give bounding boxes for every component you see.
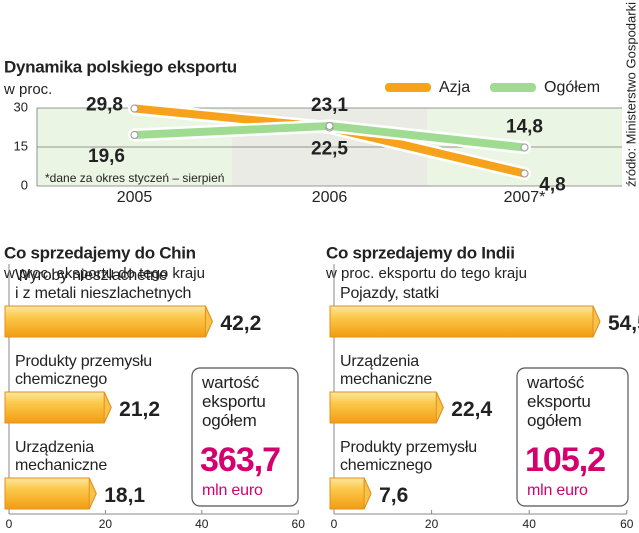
legend-label: Ogółem bbox=[544, 79, 600, 96]
bar bbox=[329, 391, 444, 424]
data-label: 14,8 bbox=[506, 117, 543, 138]
data-label: 22,5 bbox=[311, 139, 348, 160]
x-tick-label: 2005 bbox=[117, 189, 153, 206]
category-label: Pojazdy, statki bbox=[340, 285, 439, 302]
data-label: 18,1 bbox=[104, 484, 145, 507]
bar bbox=[329, 305, 601, 338]
bar-bevel bbox=[103, 391, 112, 424]
x-tick-label: 20 bbox=[425, 517, 439, 531]
data-label: 21,2 bbox=[119, 398, 160, 421]
data-label: 19,6 bbox=[88, 146, 125, 167]
data-label: 7,6 bbox=[379, 484, 408, 507]
annotation-value: 363,7 bbox=[200, 441, 281, 479]
annotation-label: wartość eksportu ogółem bbox=[527, 373, 591, 430]
category-label: Urządzenia mechaniczne bbox=[340, 353, 433, 388]
point bbox=[130, 104, 139, 113]
y-tick-label: 15 bbox=[14, 138, 28, 153]
annotation-box bbox=[191, 367, 299, 507]
chart-title: Co sprzedajemy do Chin bbox=[4, 243, 196, 262]
y-tick-label: 0 bbox=[21, 177, 28, 192]
bar-bevel bbox=[204, 305, 213, 338]
data-label: 54,5 bbox=[608, 312, 639, 335]
point bbox=[130, 131, 139, 140]
chart-title: Co sprzedajemy do Indii bbox=[326, 243, 515, 262]
note: *dane za okres styczeń – sierpień bbox=[45, 171, 224, 185]
x-tick-label: 0 bbox=[331, 517, 338, 531]
chart-subtitle: w proc. eksportu do tego kraju bbox=[3, 265, 205, 282]
chart-title: Dynamika polskiego eksportu bbox=[4, 57, 237, 76]
bar bbox=[4, 391, 112, 424]
category-label: Produkty przemysłu chemicznego bbox=[340, 439, 477, 474]
category-label: Produkty przemysłu chemicznego bbox=[15, 353, 152, 388]
x-tick-label: 2007* bbox=[504, 189, 546, 206]
legend-swatch bbox=[385, 83, 431, 92]
annotation-unit: mln euro bbox=[202, 482, 263, 499]
legend-swatch bbox=[490, 83, 536, 92]
bar-bevel bbox=[592, 305, 601, 338]
data-label: 22,4 bbox=[451, 398, 492, 421]
point bbox=[520, 143, 529, 152]
data-label: 23,1 bbox=[311, 95, 348, 116]
x-tick-label: 40 bbox=[523, 517, 537, 531]
point bbox=[520, 169, 529, 178]
annotation-unit: mln euro bbox=[527, 482, 588, 499]
category-label: Wyroby nieszlachetne i z metali nieszlac… bbox=[15, 267, 192, 302]
data-label: 4,8 bbox=[539, 175, 565, 196]
legend-label: Azja bbox=[439, 79, 470, 96]
y-tick-label: 30 bbox=[14, 99, 28, 114]
x-tick-label: 0 bbox=[6, 517, 13, 531]
x-tick-label: 20 bbox=[99, 517, 113, 531]
x-tick-label: 60 bbox=[620, 517, 634, 531]
source: źródło: Ministerstwo Gospodarki bbox=[623, 2, 638, 187]
annotation-box bbox=[516, 367, 629, 507]
bar-bevel bbox=[88, 477, 97, 510]
bar bbox=[4, 477, 97, 510]
point bbox=[325, 121, 334, 130]
data-label: 29,8 bbox=[86, 95, 123, 116]
x-tick-label: 60 bbox=[292, 517, 306, 531]
x-tick-label: 40 bbox=[195, 517, 209, 531]
bar-bevel bbox=[363, 477, 372, 510]
x-tick-label: 2006 bbox=[312, 189, 348, 206]
chart-subtitle: w proc. bbox=[3, 81, 52, 98]
annotation-label: wartość eksportu ogółem bbox=[202, 373, 266, 430]
category-label: Urządzenia mechaniczne bbox=[15, 439, 108, 474]
chart-subtitle: w proc. eksportu do tego kraju bbox=[325, 265, 527, 282]
bar-bevel bbox=[435, 391, 444, 424]
data-label: 42,2 bbox=[220, 312, 261, 335]
annotation-value: 105,2 bbox=[525, 441, 606, 479]
bar bbox=[4, 305, 213, 338]
